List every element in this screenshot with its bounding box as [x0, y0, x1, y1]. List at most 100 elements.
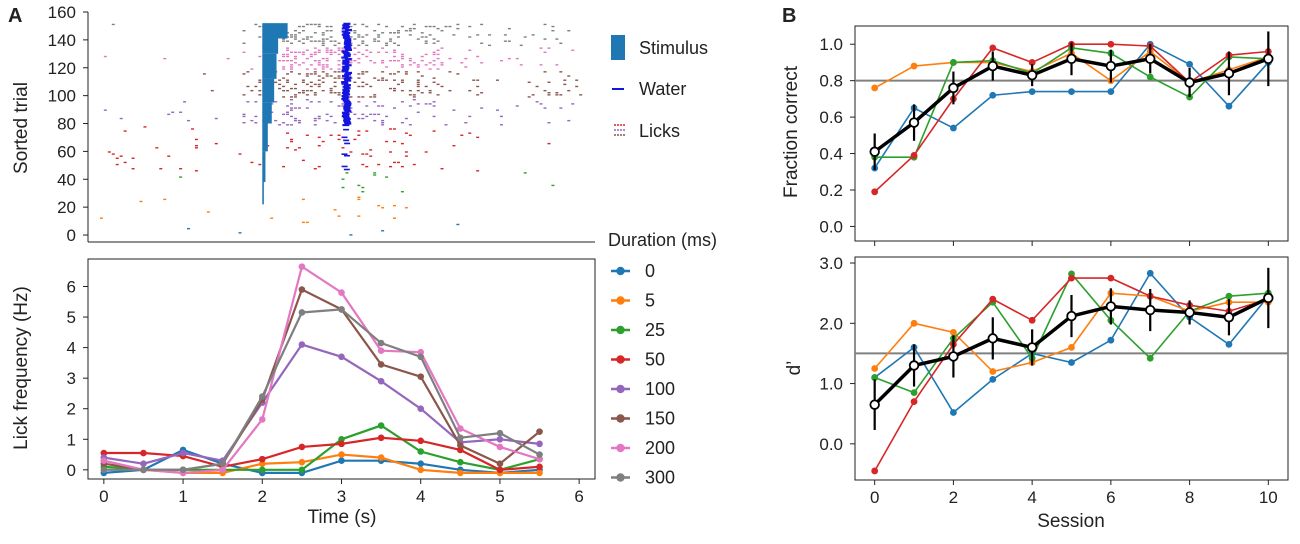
- dp-mean-point: [869, 399, 880, 410]
- lick-tick: [258, 25, 262, 28]
- lick-tick: [313, 117, 317, 120]
- lick-tick: [503, 34, 507, 36]
- lick-tick: [329, 51, 333, 54]
- lick-point: [100, 457, 108, 464]
- lick-tick: [392, 204, 396, 207]
- lick-tick: [428, 89, 432, 92]
- lick-tick: [408, 105, 412, 107]
- lick-tick: [297, 107, 301, 109]
- raster-ytick-label: 160: [48, 3, 76, 22]
- lick-point: [417, 448, 425, 455]
- fc-frame: [854, 25, 1289, 242]
- lick-xtick-label: 3: [337, 487, 346, 506]
- lick-ytick-label: 2: [67, 400, 76, 419]
- lick-tick: [313, 51, 317, 54]
- stimulus-bar: [262, 102, 272, 124]
- lick-xlabel: Time (s): [308, 507, 377, 528]
- lick-tick: [321, 81, 325, 83]
- legend-water-label: Water: [639, 79, 686, 99]
- lick-tick: [523, 36, 527, 38]
- lick-tick: [432, 81, 436, 83]
- lick-tick: [313, 168, 317, 170]
- lick-tick: [333, 81, 337, 83]
- lick-tick: [325, 64, 329, 66]
- raster-ytick-label: 20: [57, 198, 76, 217]
- lick-tick: [337, 68, 341, 70]
- lick-tick: [408, 89, 412, 92]
- lick-tick: [575, 85, 579, 88]
- lick-tick: [539, 103, 543, 105]
- lick-tick: [555, 64, 559, 66]
- lick-tick: [325, 59, 329, 62]
- lick-tick: [408, 124, 412, 126]
- lick-tick: [179, 176, 183, 178]
- lick-tick: [317, 85, 321, 88]
- lick-tick: [369, 155, 373, 157]
- lick-tick: [543, 107, 547, 109]
- lick-tick: [329, 92, 333, 94]
- legend-marker: [616, 266, 625, 276]
- lick-tick: [392, 32, 396, 34]
- lick-tick: [313, 124, 317, 126]
- lick-tick: [337, 105, 341, 107]
- lick-tick: [293, 34, 297, 36]
- fc-mean-point: [987, 60, 998, 72]
- lick-tick: [333, 209, 337, 211]
- lick-tick: [293, 36, 297, 38]
- lick-tick: [432, 101, 436, 103]
- lick-point: [140, 466, 147, 474]
- lick-tick: [179, 111, 183, 113]
- lick-tick: [456, 223, 460, 226]
- lick-tick: [293, 87, 297, 90]
- raster-ytick-label: 100: [48, 87, 76, 106]
- legend-marker: [616, 296, 625, 305]
- lick-tick: [305, 83, 309, 86]
- lick-tick: [286, 59, 290, 62]
- lick-point: [298, 263, 306, 270]
- lick-xtick-label: 6: [574, 487, 583, 506]
- lick-tick: [392, 89, 396, 92]
- fc-mean-point: [1223, 68, 1235, 79]
- lick-tick: [293, 96, 297, 98]
- lick-tick: [297, 25, 301, 28]
- lick-tick: [329, 115, 333, 118]
- lick-tick: [293, 107, 297, 109]
- lick-tick: [392, 128, 396, 130]
- dp-point: [910, 319, 918, 327]
- lick-tick: [365, 55, 369, 58]
- lick-ytick-label: 1: [67, 430, 76, 449]
- lick-tick: [416, 38, 420, 40]
- lick-tick: [373, 77, 377, 79]
- lick-tick: [547, 81, 551, 83]
- lick-tick: [341, 147, 345, 149]
- lick-tick: [290, 42, 294, 44]
- lick-point: [298, 341, 306, 348]
- lick-tick: [290, 87, 294, 90]
- lick-tick: [452, 109, 456, 111]
- lick-tick: [329, 134, 333, 136]
- lick-tick: [293, 38, 297, 40]
- lick-tick: [179, 168, 183, 170]
- duration-legend: 0 5 25 50 100 150 200 300: [611, 261, 675, 488]
- lick-tick: [436, 57, 440, 60]
- lick-tick: [432, 53, 436, 56]
- legend-duration-label: 100: [645, 379, 675, 399]
- lick-tick: [381, 71, 385, 73]
- lick-point: [298, 286, 306, 293]
- lick-tick: [440, 85, 444, 88]
- lick-tick: [389, 38, 393, 40]
- lick-tick: [357, 196, 361, 198]
- lick-tick: [369, 59, 373, 62]
- lick-tick: [297, 40, 301, 42]
- lick-tick: [400, 64, 404, 66]
- legend-marker: [616, 443, 625, 453]
- lick-tick: [349, 36, 353, 38]
- lick-tick: [293, 94, 297, 96]
- lick-tick: [301, 81, 305, 83]
- lick-tick: [535, 85, 539, 88]
- lick-tick: [313, 119, 317, 122]
- lick-point: [496, 443, 504, 451]
- lick-tick: [476, 136, 480, 139]
- lick-tick: [361, 23, 365, 26]
